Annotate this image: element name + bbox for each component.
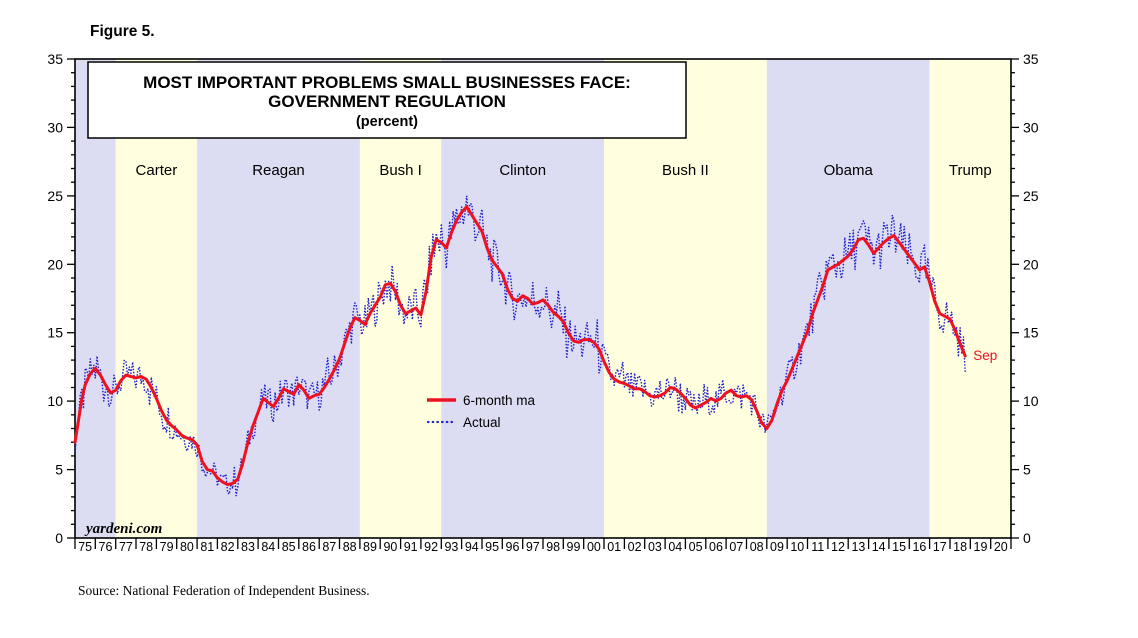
chart-title-box: MOST IMPORTANT PROBLEMS SMALL BUSINESSES… (87, 61, 687, 139)
y-tick-label-left: 15 (47, 325, 63, 341)
legend: 6-month ma Actual (426, 393, 536, 430)
y-tick-label-right: 5 (1023, 462, 1031, 478)
x-tick-label: 09 (770, 540, 784, 554)
y-tick-label-left: 30 (47, 119, 63, 135)
chart-title-line-1: MOST IMPORTANT PROBLEMS SMALL BUSINESSES… (143, 73, 631, 92)
era-label-reagan: Reagan (252, 162, 305, 179)
y-tick-label-left: 35 (47, 51, 63, 67)
x-tick-label: 97 (526, 540, 540, 554)
x-tick-label: 02 (628, 540, 642, 554)
x-tick-label: 89 (363, 540, 377, 554)
era-label-clinton: Clinton (499, 162, 546, 179)
chart-title-line-2: GOVERNMENT REGULATION (268, 92, 506, 111)
x-tick-label: 16 (912, 540, 926, 554)
ma-series-line (73, 205, 967, 487)
y-tick-label-right: 30 (1023, 119, 1039, 135)
era-band-carter (115, 59, 198, 538)
y-tick-label-left: 20 (47, 256, 63, 272)
era-label-obama: Obama (824, 162, 874, 179)
x-tick-label: 03 (648, 540, 662, 554)
x-tick-label: 80 (180, 540, 194, 554)
x-tick-label: 88 (343, 540, 357, 554)
era-band-obama (766, 59, 930, 538)
x-tick-label: 07 (729, 540, 743, 554)
x-tick-label: 01 (607, 540, 621, 554)
x-tick-label: 98 (546, 540, 560, 554)
x-tick-label: 12 (831, 540, 845, 554)
x-tick-label: 86 (302, 540, 316, 554)
x-tick-label: 17 (933, 540, 947, 554)
y-tick-label-right: 25 (1023, 188, 1039, 204)
chart-title-line-3: (percent) (356, 114, 418, 130)
x-tick-label: 75 (78, 540, 92, 554)
source-note: Source: National Federation of Independe… (78, 583, 370, 598)
x-tick-label: 76 (99, 540, 113, 554)
y-tick-label-left: 10 (47, 393, 63, 409)
x-tick-label: 84 (261, 540, 275, 554)
era-label-trump: Trump (949, 162, 992, 179)
x-tick-label: 08 (750, 540, 764, 554)
y-tick-label-right: 0 (1023, 530, 1031, 546)
title-box-frame (87, 61, 687, 139)
x-tick-label: 79 (160, 540, 174, 554)
x-tick-label: 96 (506, 540, 520, 554)
plot-frame (74, 58, 1012, 539)
x-tick-label: 15 (892, 540, 906, 554)
y-tick-label-left: 0 (55, 530, 63, 546)
x-tick-label: 99 (567, 540, 581, 554)
x-tick-label: 00 (587, 540, 601, 554)
y-tick-label-right: 20 (1023, 256, 1039, 272)
legend-actual-label: Actual (463, 415, 501, 430)
x-tick-label: 90 (383, 540, 397, 554)
x-tick-label: 10 (790, 540, 804, 554)
x-tick-label: 91 (404, 540, 418, 554)
era-label-carter: Carter (136, 162, 178, 179)
x-tick-label: 11 (811, 540, 824, 554)
era-label-bush-i: Bush I (379, 162, 422, 179)
x-tick-label: 94 (465, 540, 479, 554)
era-label-bush-ii: Bush II (662, 162, 709, 179)
x-tick-label: 78 (139, 540, 153, 554)
x-tick-label: 06 (709, 540, 723, 554)
era-band-clinton (441, 59, 605, 538)
x-tick-label: 18 (953, 540, 967, 554)
x-tick-label: 13 (851, 540, 865, 554)
y-tick-label-right: 35 (1023, 51, 1039, 67)
era-band-reagan (197, 59, 360, 538)
y-tick-label-left: 25 (47, 188, 63, 204)
x-tick-label: 14 (872, 540, 886, 554)
x-tick-label: 77 (119, 540, 133, 554)
era-band-trump (929, 59, 1011, 538)
sep-annotation: Sep (973, 348, 997, 363)
x-tick-label: 19 (974, 540, 988, 554)
x-tick-label: 04 (668, 540, 682, 554)
y-tick-label-right: 10 (1023, 393, 1039, 409)
x-tick-label: 20 (994, 540, 1008, 554)
era-band-pre-carter (75, 59, 116, 538)
watermark: yardeni.com (84, 521, 162, 537)
y-tick-label-right: 15 (1023, 325, 1039, 341)
x-tick-label: 85 (282, 540, 296, 554)
x-tick-label: 93 (444, 540, 458, 554)
x-tick-label: 95 (485, 540, 499, 554)
x-tick-label: 83 (241, 540, 255, 554)
legend-ma-label: 6-month ma (463, 393, 536, 408)
x-tick-label: 05 (689, 540, 703, 554)
figure-label: Figure 5. (90, 23, 155, 40)
x-tick-label: 81 (200, 540, 214, 554)
era-band-bush-ii (604, 59, 767, 538)
plot-area: Carter Reagan Bush I Clinton Bush II Obama Tru… (47, 51, 1038, 554)
y-tick-label-left: 5 (55, 462, 63, 478)
x-tick-label: 87 (322, 540, 336, 554)
x-tick-label: 82 (221, 540, 235, 554)
x-tick-label: 92 (424, 540, 438, 554)
